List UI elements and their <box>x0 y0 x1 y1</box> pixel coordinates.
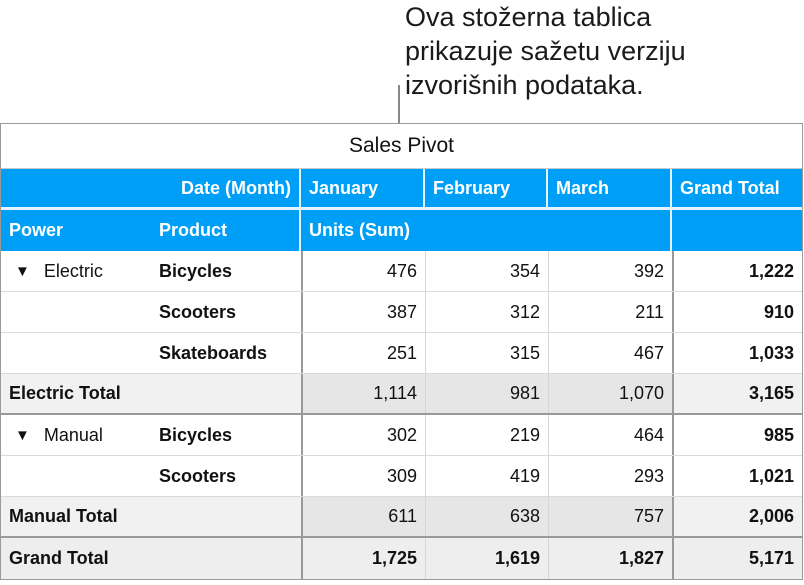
value-cell[interactable]: 293 <box>548 456 672 496</box>
group-label: Manual <box>43 424 103 445</box>
callout-line: Ova stožerna tablica <box>405 2 652 32</box>
grand-total-cell[interactable]: 1,827 <box>548 538 672 579</box>
value-cell[interactable]: 419 <box>425 456 548 496</box>
row-total-cell[interactable]: 910 <box>672 292 802 332</box>
row-total-cell[interactable]: 1,021 <box>672 456 802 496</box>
row-field-power[interactable]: Power <box>9 220 64 240</box>
column-header-february[interactable]: February <box>425 169 548 207</box>
value-cell[interactable]: 302 <box>301 415 425 455</box>
value-cell[interactable]: 464 <box>548 415 672 455</box>
value-cell[interactable]: 467 <box>548 333 672 373</box>
product-cell[interactable]: Bicycles <box>159 260 233 281</box>
grand-total-row: Grand Total 1,725 1,619 1,827 5,171 <box>1 538 802 579</box>
table-title[interactable]: Sales Pivot <box>1 124 802 169</box>
grand-total-overall-cell[interactable]: 5,171 <box>672 538 802 579</box>
value-cell[interactable]: 312 <box>425 292 548 332</box>
product-cell[interactable]: Bicycles <box>159 424 233 445</box>
subtotal-cell[interactable]: 757 <box>548 497 672 536</box>
subtotal-label[interactable]: Electric Total <box>9 383 121 403</box>
value-cell[interactable]: 251 <box>301 333 425 373</box>
value-cell[interactable]: 309 <box>301 456 425 496</box>
group-cell-manual[interactable]: ▼ Manual <box>1 415 151 455</box>
subtotal-label[interactable]: Manual Total <box>9 506 118 526</box>
subtotal-cell[interactable]: 611 <box>301 497 425 536</box>
value-cell[interactable]: 219 <box>425 415 548 455</box>
product-cell[interactable]: Skateboards <box>159 342 268 363</box>
table-row: Skateboards 251 315 467 1,033 <box>1 333 802 374</box>
callout-annotation: Ova stožerna tablica prikazuje sažetu ve… <box>405 0 804 102</box>
group-cell-empty[interactable] <box>1 456 151 496</box>
group-cell-electric[interactable]: ▼ Electric <box>1 251 151 291</box>
subtotal-cell[interactable]: 638 <box>425 497 548 536</box>
row-total-cell[interactable]: 1,033 <box>672 333 802 373</box>
row-total-cell[interactable]: 985 <box>672 415 802 455</box>
subtotal-cell[interactable]: 981 <box>425 374 548 413</box>
value-field-label[interactable]: Units (Sum) <box>301 210 672 251</box>
value-cell[interactable]: 354 <box>425 251 548 291</box>
callout-leader-line <box>398 85 400 123</box>
callout-line: prikazuje sažetu verziju <box>405 36 686 66</box>
value-cell[interactable]: 211 <box>548 292 672 332</box>
value-cell[interactable]: 315 <box>425 333 548 373</box>
callout-line: izvorišnih podataka. <box>405 70 644 100</box>
column-field-label[interactable]: Date (Month) <box>151 169 301 207</box>
table-row: ▼ Manual Bicycles 302 219 464 985 <box>1 415 802 456</box>
triangle-down-icon[interactable]: ▼ <box>15 262 30 280</box>
table-body: ▼ Electric Bicycles 476 354 392 1,222 Sc… <box>1 251 802 579</box>
header-empty-cell[interactable] <box>1 169 151 207</box>
header-empty-cell[interactable] <box>672 210 802 251</box>
row-field-product[interactable]: Product <box>151 210 301 251</box>
column-header-grand-total[interactable]: Grand Total <box>680 177 780 198</box>
group-cell-empty[interactable] <box>1 292 151 332</box>
triangle-down-icon[interactable]: ▼ <box>15 426 30 444</box>
value-cell[interactable]: 476 <box>301 251 425 291</box>
value-cell[interactable]: 387 <box>301 292 425 332</box>
product-cell[interactable]: Scooters <box>159 301 237 322</box>
field-header-row: Power Product Units (Sum) <box>1 210 802 251</box>
table-row: Scooters 309 419 293 1,021 <box>1 456 802 497</box>
value-cell[interactable]: 392 <box>548 251 672 291</box>
pivot-table: Sales Pivot Date (Month) January Februar… <box>0 123 803 580</box>
grand-total-cell[interactable]: 1,619 <box>425 538 548 579</box>
grand-total-cell[interactable]: 1,725 <box>301 538 425 579</box>
table-row: ▼ Electric Bicycles 476 354 392 1,222 <box>1 251 802 292</box>
row-total-cell[interactable]: 1,222 <box>672 251 802 291</box>
subtotal-row-electric: Electric Total 1,114 981 1,070 3,165 <box>1 374 802 415</box>
subtotal-row-manual: Manual Total 611 638 757 2,006 <box>1 497 802 538</box>
column-header-march[interactable]: March <box>548 169 672 207</box>
subtotal-cell[interactable]: 1,114 <box>301 374 425 413</box>
group-cell-empty[interactable] <box>1 333 151 373</box>
subtotal-cell[interactable]: 1,070 <box>548 374 672 413</box>
subtotal-grand-cell[interactable]: 3,165 <box>672 374 802 413</box>
group-label: Electric <box>43 260 103 281</box>
subtotal-grand-cell[interactable]: 2,006 <box>672 497 802 536</box>
column-header-january[interactable]: January <box>301 169 425 207</box>
table-row: Scooters 387 312 211 910 <box>1 292 802 333</box>
product-cell[interactable]: Scooters <box>159 465 237 486</box>
column-header-row: Date (Month) January February March Gran… <box>1 169 802 210</box>
grand-total-label[interactable]: Grand Total <box>9 548 109 568</box>
